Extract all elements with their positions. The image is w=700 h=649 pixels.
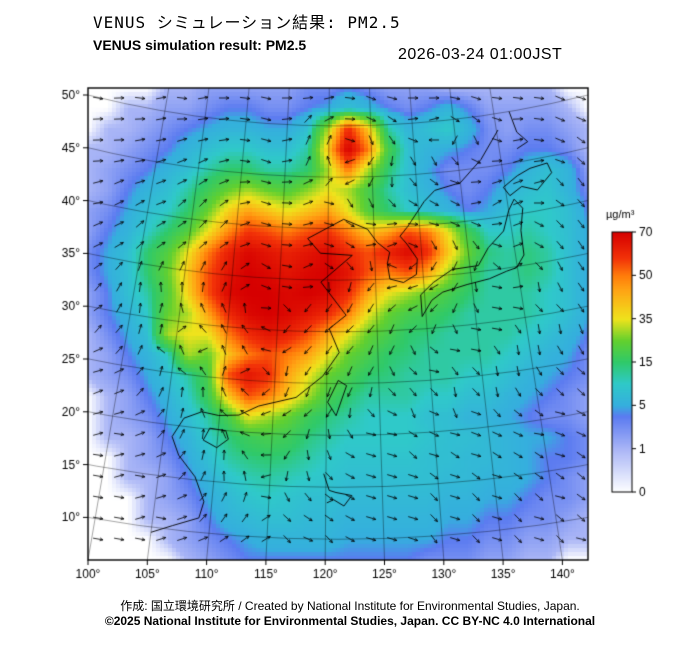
- copyright-line: ©2025 National Institute for Environment…: [104, 614, 596, 628]
- credit-line: 作成: 国立環境研究所 / Created by National Instit…: [120, 599, 580, 613]
